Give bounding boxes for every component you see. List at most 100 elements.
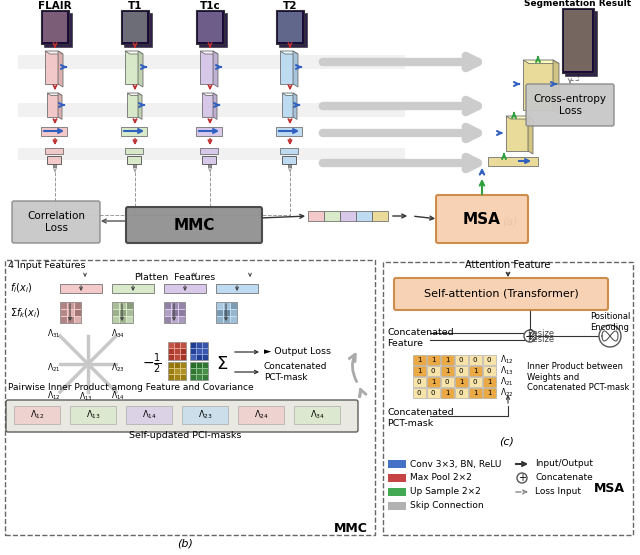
Text: $\Lambda_{13}$: $\Lambda_{13}$: [500, 365, 514, 377]
Polygon shape: [181, 349, 186, 354]
Polygon shape: [181, 369, 186, 374]
Text: Concatenated
PCT-mask: Concatenated PCT-mask: [264, 362, 328, 382]
Text: 0: 0: [487, 357, 492, 363]
Polygon shape: [455, 388, 468, 398]
Text: 0: 0: [459, 357, 463, 363]
Polygon shape: [127, 317, 133, 323]
Polygon shape: [413, 377, 426, 387]
Text: ► Output Loss: ► Output Loss: [264, 347, 331, 356]
Text: $\Lambda_{14}$: $\Lambda_{14}$: [111, 390, 125, 402]
Polygon shape: [388, 460, 406, 468]
Text: $\Sigma$: $\Sigma$: [216, 355, 228, 373]
Text: 1: 1: [417, 368, 421, 374]
Polygon shape: [293, 93, 297, 119]
Text: Attention Feature: Attention Feature: [465, 260, 550, 270]
Polygon shape: [112, 302, 133, 323]
Polygon shape: [441, 366, 454, 376]
Polygon shape: [197, 349, 202, 354]
Polygon shape: [68, 317, 74, 323]
Text: Cross-entropy
Loss: Cross-entropy Loss: [534, 94, 607, 116]
Text: $-\frac{1}{2}$: $-\frac{1}{2}$: [142, 352, 162, 376]
Text: $\Sigma f_k(x_i)$: $\Sigma f_k(x_i)$: [10, 306, 40, 320]
Text: $\Lambda_{21}$: $\Lambda_{21}$: [47, 362, 61, 374]
Polygon shape: [123, 12, 147, 42]
Text: Conv 3×3, BN, ReLU: Conv 3×3, BN, ReLU: [410, 460, 501, 468]
Text: $\Lambda_{13}$: $\Lambda_{13}$: [79, 391, 93, 403]
FancyBboxPatch shape: [6, 400, 358, 432]
Polygon shape: [203, 363, 208, 368]
Polygon shape: [179, 310, 185, 316]
Polygon shape: [276, 127, 302, 136]
Polygon shape: [523, 60, 559, 64]
Text: $f_i(x_i)$: $f_i(x_i)$: [10, 282, 33, 295]
Polygon shape: [340, 211, 356, 221]
Polygon shape: [483, 377, 496, 387]
Polygon shape: [413, 366, 426, 376]
Text: Self-attention (Transformer): Self-attention (Transformer): [424, 289, 579, 299]
Polygon shape: [224, 303, 230, 309]
Text: 1: 1: [459, 379, 463, 385]
Polygon shape: [200, 148, 218, 154]
Polygon shape: [181, 375, 186, 380]
Polygon shape: [388, 488, 406, 496]
Polygon shape: [169, 375, 174, 380]
Polygon shape: [203, 369, 208, 374]
Polygon shape: [181, 355, 186, 360]
Polygon shape: [68, 303, 74, 309]
Polygon shape: [61, 317, 67, 323]
Polygon shape: [165, 310, 171, 316]
Polygon shape: [121, 127, 147, 136]
Circle shape: [599, 325, 621, 347]
Text: $\Lambda_{12}$: $\Lambda_{12}$: [500, 354, 513, 366]
Text: MMC: MMC: [334, 522, 368, 534]
Polygon shape: [190, 342, 208, 360]
Polygon shape: [61, 303, 67, 309]
Polygon shape: [181, 363, 186, 368]
Polygon shape: [427, 355, 440, 365]
Polygon shape: [175, 363, 180, 368]
Polygon shape: [202, 93, 213, 117]
Polygon shape: [127, 93, 138, 117]
Text: (c): (c): [500, 437, 515, 447]
Polygon shape: [208, 164, 211, 167]
Polygon shape: [41, 10, 69, 44]
Text: 4 Input Features: 4 Input Features: [8, 260, 86, 270]
Polygon shape: [47, 93, 58, 117]
Polygon shape: [356, 211, 372, 221]
Polygon shape: [172, 303, 178, 309]
Polygon shape: [506, 116, 533, 119]
Polygon shape: [113, 317, 119, 323]
Polygon shape: [197, 369, 202, 374]
Polygon shape: [200, 51, 218, 54]
Polygon shape: [164, 284, 206, 293]
Text: $\Lambda_{34}$: $\Lambda_{34}$: [111, 328, 125, 340]
Polygon shape: [196, 127, 222, 136]
Text: 1: 1: [473, 390, 477, 396]
Polygon shape: [278, 12, 302, 42]
Polygon shape: [60, 302, 81, 323]
Text: Concatenate: Concatenate: [535, 473, 593, 482]
Polygon shape: [238, 406, 284, 424]
Polygon shape: [75, 303, 81, 309]
Polygon shape: [120, 317, 126, 323]
Polygon shape: [224, 317, 230, 323]
Text: 1: 1: [487, 390, 492, 396]
Polygon shape: [175, 355, 180, 360]
Polygon shape: [45, 148, 63, 154]
Polygon shape: [213, 93, 217, 119]
Polygon shape: [165, 317, 171, 323]
FancyBboxPatch shape: [436, 195, 528, 243]
Polygon shape: [427, 388, 440, 398]
Polygon shape: [427, 366, 440, 376]
Text: 1: 1: [445, 357, 449, 363]
Text: 0: 0: [473, 379, 477, 385]
Text: 0: 0: [431, 368, 435, 374]
Polygon shape: [14, 406, 60, 424]
Polygon shape: [164, 302, 185, 323]
Polygon shape: [125, 51, 143, 54]
Polygon shape: [121, 10, 149, 44]
Polygon shape: [276, 10, 304, 44]
Polygon shape: [179, 317, 185, 323]
Polygon shape: [231, 303, 237, 309]
Text: $\Lambda_{22}$: $\Lambda_{22}$: [500, 387, 513, 399]
